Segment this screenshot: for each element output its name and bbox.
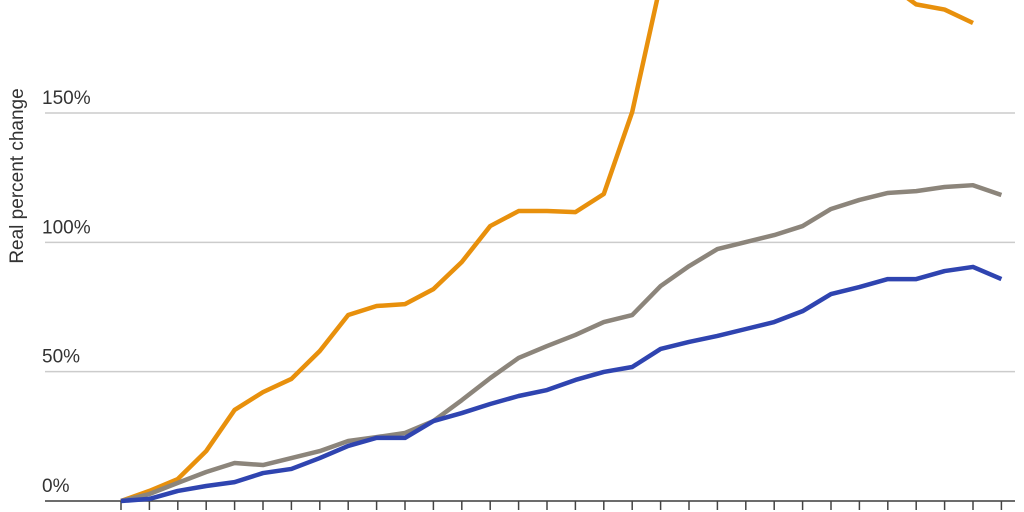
y-tick-label: 150%: [42, 88, 91, 109]
line-series: [120, 182, 1003, 504]
y-tick-label: 0%: [42, 476, 70, 497]
y-tick-label: 100%: [42, 217, 91, 238]
y-tick-label: 50%: [42, 347, 80, 368]
y-axis-label: Real percent change: [7, 88, 28, 263]
line-series: [120, 0, 974, 504]
line-series: [120, 264, 1003, 504]
